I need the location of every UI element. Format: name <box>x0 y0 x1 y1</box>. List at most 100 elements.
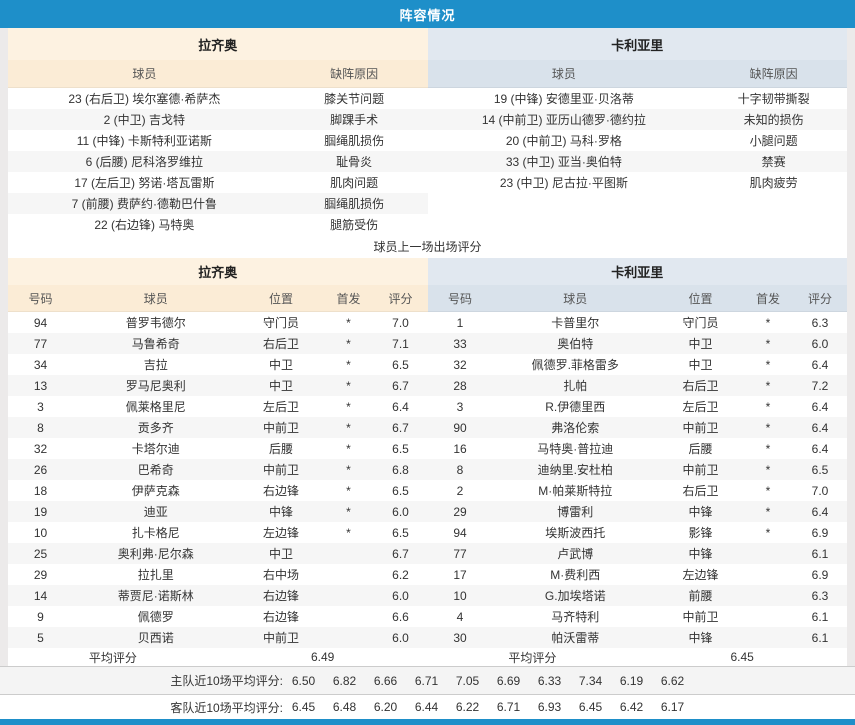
ratings-table-away: 卡利亚里 号码 球员 位置 首发 评分 1 卡普里尔 守门员 * 6.3 33 奥伯特 中卫 *… <box>427 258 848 666</box>
last10-rating-value: 6.82 <box>332 673 357 688</box>
player-rating-position: 中前卫 <box>262 463 299 477</box>
player-rating-row: 16 马特奥·普拉迪 后腰 * 6.4 <box>428 438 848 459</box>
away-last10-values: 6.45 6.48 6.20 6.44 6.22 6.71 6.93 6.45 6.42 6.17 <box>283 700 693 714</box>
player-rating-rating: 6.8 <box>392 462 409 477</box>
missing-player-reason: 膝关节问题 <box>324 92 385 106</box>
last10-rating-value: 6.62 <box>660 673 685 688</box>
average-row-home: 平均评分 6.49 <box>8 648 428 666</box>
player-rating-row: 1 卡普里尔 守门员 * 6.3 <box>428 312 848 333</box>
player-rating-number: 16 <box>453 441 467 456</box>
col-header-player: 球员 <box>132 67 157 81</box>
content-box: 拉齐奥 球员 缺阵原因 23 (右后卫) 埃尔塞德·希萨杰 膝关节问题 2 (中卫)… <box>8 28 847 666</box>
player-rating-rating: 6.5 <box>392 525 409 540</box>
missing-table-away: 卡利亚里 球员 缺阵原因 19 (中锋) 安德里亚·贝洛蒂 十字韧带撕裂 14 (中… <box>427 28 848 235</box>
last10-rating-value: 6.20 <box>373 700 398 714</box>
player-rating-player: 马鲁希奇 <box>131 337 180 351</box>
player-rating-rating: 6.9 <box>811 567 829 582</box>
last10-rating-value: 6.71 <box>414 673 439 688</box>
player-rating-row: 19 迪亚 中锋 * 6.0 <box>8 501 428 522</box>
player-rating-position: 守门员 <box>262 316 299 330</box>
player-rating-player: G.加埃塔诺 <box>544 589 606 603</box>
last10-rating-value: 6.48 <box>332 700 357 714</box>
player-rating-row: 9 佩德罗 右边锋 6.6 <box>8 606 428 627</box>
player-rating-row: 25 奥利弗·尼尔森 中卫 6.7 <box>8 543 428 564</box>
away-last10-row: 客队近10场平均评分: 6.45 6.48 6.20 6.44 6.22 6.71 6.93… <box>0 694 855 719</box>
page-title: 阵容情况 <box>0 0 855 28</box>
ratings-rows-away: 1 卡普里尔 守门员 * 6.3 33 奥伯特 中卫 * 6.0 32 佩德罗.菲格雷多 中卫 * 6.4 2… <box>427 312 848 648</box>
player-rating-player: 扎卡格尼 <box>131 526 180 540</box>
player-rating-player: 埃斯波西托 <box>545 526 606 540</box>
last10-rating-value: 6.44 <box>414 700 439 714</box>
player-rating-rating: 7.0 <box>392 315 409 330</box>
last10-rating-value: 6.17 <box>660 700 685 714</box>
player-rating-row: 8 贡多齐 中前卫 * 6.7 <box>8 417 428 438</box>
player-rating-row: 77 卢武博 中锋 6.1 <box>427 543 847 564</box>
player-rating-row: 3 R.伊德里西 左后卫 * 6.4 <box>428 396 848 417</box>
player-rating-row: 94 埃斯波西托 影锋 * 6.9 <box>428 522 848 543</box>
player-rating-player: 卡普里尔 <box>551 316 600 330</box>
col-header-starter: 首发 <box>336 291 361 306</box>
player-rating-position: 右后卫 <box>682 484 719 498</box>
player-rating-player: R.伊德里西 <box>545 400 606 414</box>
col-header-reason: 缺阵原因 <box>749 67 798 81</box>
player-rating-player: 佩德罗 <box>137 610 174 624</box>
player-rating-player: 迪纳里.安杜柏 <box>537 463 613 477</box>
player-rating-number: 10 <box>33 525 48 540</box>
player-rating-player: 卢武博 <box>557 547 594 561</box>
missing-player-player: 14 (中前卫) 亚历山德罗·德约拉 <box>481 113 646 127</box>
player-rating-starter: * <box>346 441 351 456</box>
missing-player-reason: 腘绳肌损伤 <box>324 197 385 211</box>
last10-rating-value: 6.45 <box>291 700 316 714</box>
player-rating-row: 29 拉扎里 右中场 6.2 <box>8 564 428 585</box>
ratings-caption: 球员上一场出场评分 <box>8 235 847 258</box>
player-rating-player: 贡多齐 <box>137 421 174 435</box>
player-rating-starter: * <box>765 336 771 351</box>
player-rating-starter: * <box>765 315 771 330</box>
last10-rating-value: 6.71 <box>496 700 521 714</box>
last10-rating-value: 6.19 <box>619 673 644 688</box>
player-rating-starter: * <box>765 420 771 435</box>
player-rating-rating: 6.6 <box>392 609 409 624</box>
col-header-position: 位置 <box>688 291 713 306</box>
player-rating-rating: 6.4 <box>392 399 409 414</box>
player-rating-rating: 6.4 <box>811 357 829 372</box>
player-rating-starter: * <box>765 462 771 477</box>
player-rating-player: 扎帕 <box>563 379 588 393</box>
col-header-number: 号码 <box>447 291 472 306</box>
ratings-rows-home: 94 普罗韦德尔 守门员 * 7.0 77 马鲁希奇 右后卫 * 7.1 34 吉拉 中卫 * 6.5 13 罗… <box>8 312 428 648</box>
missing-player-row: 33 (中卫) 亚当·奥伯特 禁赛 <box>427 151 847 172</box>
player-rating-number: 19 <box>33 504 48 519</box>
player-rating-row: 32 卡塔尔迪 后腰 * 6.5 <box>8 438 428 459</box>
player-rating-starter: * <box>346 399 351 414</box>
player-rating-position: 右后卫 <box>682 379 719 393</box>
player-rating-rating: 6.0 <box>811 336 829 351</box>
player-rating-row: 33 奥伯特 中卫 * 6.0 <box>427 333 847 354</box>
home-last10-values: 6.50 6.82 6.66 6.71 7.05 6.69 6.33 7.34 6.19 6.62 <box>283 674 693 688</box>
player-rating-starter: * <box>346 504 351 519</box>
missing-player-reason: 肌肉疲劳 <box>749 176 798 190</box>
missing-player-row: 2 (中卫) 吉戈特 脚踝手术 <box>8 109 428 130</box>
player-rating-player: 弗洛伦索 <box>551 421 600 435</box>
last10-rating-value: 6.42 <box>619 700 644 714</box>
average-row-away: 平均评分 6.45 <box>427 648 847 666</box>
missing-player-player: 11 (中锋) 卡斯特利亚诺斯 <box>76 134 212 148</box>
player-rating-position: 中卫 <box>268 358 293 372</box>
player-rating-number: 3 <box>37 399 44 414</box>
missing-header-home: 球员 缺阵原因 <box>8 60 428 88</box>
last10-rating-value: 6.45 <box>578 700 603 714</box>
missing-player-reason: 禁赛 <box>761 155 786 169</box>
player-rating-starter: * <box>765 483 771 498</box>
player-rating-starter: * <box>765 441 771 456</box>
player-rating-number: 32 <box>453 357 467 372</box>
missing-player-reason: 腿筋受伤 <box>330 218 379 232</box>
player-rating-number: 25 <box>33 546 48 561</box>
player-rating-rating: 6.7 <box>392 546 409 561</box>
col-header-player: 球员 <box>551 67 576 81</box>
missing-rows-away: 19 (中锋) 安德里亚·贝洛蒂 十字韧带撕裂 14 (中前卫) 亚历山德罗·德约拉… <box>427 88 848 235</box>
player-rating-rating: 7.0 <box>811 483 829 498</box>
last10-rating-value: 6.93 <box>537 700 562 714</box>
away-last10-label: 客队近10场平均评分: <box>170 700 283 715</box>
player-rating-row: 3 佩莱格里尼 左后卫 * 6.4 <box>8 396 428 417</box>
away-team-name: 卡利亚里 <box>427 258 847 285</box>
missing-player-row: 19 (中锋) 安德里亚·贝洛蒂 十字韧带撕裂 <box>428 88 848 109</box>
